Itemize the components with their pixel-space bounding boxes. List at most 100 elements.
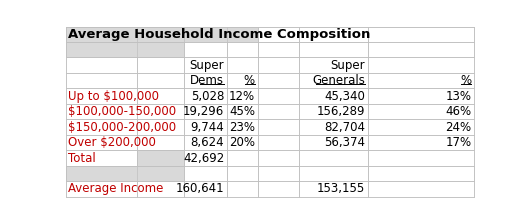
Bar [299, 27, 368, 42]
Text: 13%: 13% [445, 90, 472, 103]
Bar [258, 88, 299, 104]
Bar [258, 42, 299, 57]
Bar [299, 42, 368, 57]
Bar [227, 181, 258, 197]
Bar [184, 88, 227, 104]
Bar [184, 27, 227, 42]
Text: Super: Super [190, 59, 225, 72]
Bar [227, 42, 258, 57]
Bar [258, 73, 299, 88]
Bar [227, 57, 258, 73]
Bar [66, 42, 184, 57]
Text: 8,624: 8,624 [191, 136, 225, 149]
Bar [258, 181, 299, 197]
Bar [138, 73, 184, 88]
Bar [299, 27, 368, 42]
Text: $100,000-150,000: $100,000-150,000 [69, 105, 177, 118]
Bar [138, 166, 184, 181]
Bar [66, 135, 138, 150]
Bar [368, 27, 474, 42]
Text: 17%: 17% [445, 136, 472, 149]
Bar [299, 150, 368, 166]
Bar [299, 42, 368, 57]
Bar [66, 73, 138, 88]
Text: Up to $100,000: Up to $100,000 [69, 90, 159, 103]
Text: %: % [244, 74, 255, 87]
Bar [66, 27, 258, 42]
Bar [66, 88, 138, 104]
Bar [299, 181, 368, 197]
Bar [227, 166, 258, 181]
Bar [368, 42, 474, 57]
Text: Generals: Generals [313, 74, 365, 87]
Bar [258, 27, 299, 42]
Bar [258, 104, 299, 119]
Text: 82,704: 82,704 [324, 121, 365, 133]
Bar [227, 135, 258, 150]
Bar [184, 119, 227, 135]
Bar [184, 166, 227, 181]
Text: 23%: 23% [229, 121, 255, 133]
Text: $150,000-200,000: $150,000-200,000 [69, 121, 177, 133]
Bar [227, 88, 258, 104]
Bar [258, 150, 299, 166]
Bar [66, 150, 138, 166]
Bar [184, 135, 227, 150]
Text: 153,155: 153,155 [317, 183, 365, 195]
Text: 45%: 45% [229, 105, 255, 118]
Bar [368, 166, 474, 181]
Bar [138, 119, 184, 135]
Bar [258, 135, 299, 150]
Text: 45,340: 45,340 [325, 90, 365, 103]
Bar [258, 166, 299, 181]
Bar [258, 119, 299, 135]
Bar [258, 166, 299, 181]
Text: 24%: 24% [445, 121, 472, 133]
Text: %: % [460, 74, 472, 87]
Bar [299, 73, 368, 88]
Bar [184, 42, 227, 57]
Bar [66, 166, 184, 181]
Text: Total: Total [69, 152, 96, 164]
Text: 42,692: 42,692 [183, 152, 225, 164]
Text: Super: Super [330, 59, 365, 72]
Bar [138, 57, 184, 73]
Bar [368, 27, 474, 42]
Bar [138, 135, 184, 150]
Bar [368, 42, 474, 57]
Bar [368, 150, 474, 166]
Bar [66, 166, 138, 181]
Bar [227, 27, 258, 42]
Bar [184, 57, 227, 73]
Bar [299, 57, 368, 73]
Bar [299, 88, 368, 104]
Text: 160,641: 160,641 [175, 183, 225, 195]
Bar [368, 119, 474, 135]
Bar [66, 57, 138, 73]
Bar [138, 150, 184, 166]
Text: Dems: Dems [190, 74, 225, 87]
Bar [184, 42, 227, 57]
Bar [138, 42, 184, 57]
Bar [227, 73, 258, 88]
Bar [184, 150, 227, 166]
Bar [66, 119, 138, 135]
Bar [138, 27, 184, 42]
Bar [368, 57, 474, 73]
Bar [227, 166, 258, 181]
Bar [227, 42, 258, 57]
Bar [138, 104, 184, 119]
Bar [368, 135, 474, 150]
Bar [368, 104, 474, 119]
Text: Average Household Income Composition: Average Household Income Composition [69, 28, 370, 41]
Bar [227, 150, 258, 166]
Text: Over $200,000: Over $200,000 [69, 136, 156, 149]
Bar [138, 88, 184, 104]
Bar [227, 119, 258, 135]
Text: Average Income: Average Income [69, 183, 164, 195]
Bar [258, 27, 299, 42]
Bar [184, 166, 227, 181]
Bar [184, 73, 227, 88]
Bar [299, 166, 368, 181]
Bar [299, 104, 368, 119]
